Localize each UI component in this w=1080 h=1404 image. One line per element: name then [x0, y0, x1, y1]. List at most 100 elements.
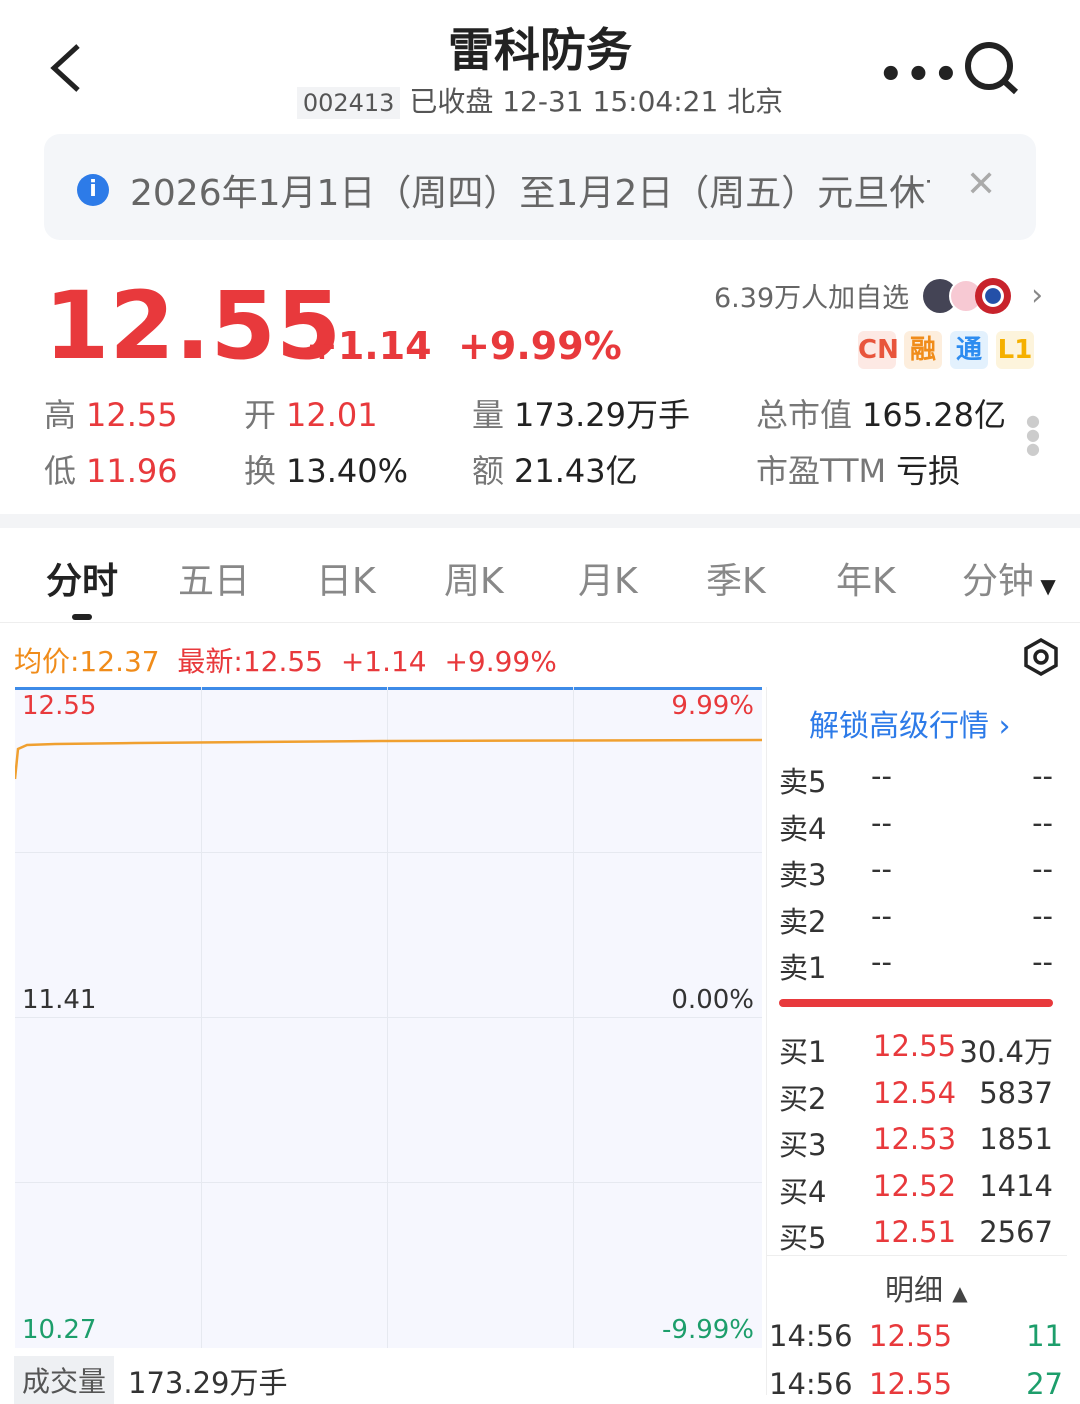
trade-time: 14:56 — [769, 1367, 853, 1401]
followers-count: 6.39万人加自选 — [714, 283, 910, 314]
stat-item: 换 13.40% — [244, 446, 408, 492]
order-price: 12.51 — [873, 1215, 957, 1249]
current-price: 12.55 — [44, 272, 342, 381]
more-stats-handle[interactable]: ● ● ● — [1026, 411, 1040, 458]
more-icon: ••• — [878, 52, 961, 98]
trade-price: 12.55 — [869, 1319, 953, 1353]
order-level: 卖3 — [779, 858, 827, 892]
chevron-right-icon: › — [1031, 278, 1044, 313]
stat-value: 亏损 — [896, 452, 961, 490]
stat-value: 165.28亿 — [862, 396, 1006, 434]
stock-name: 雷科防务 — [448, 23, 632, 77]
stock-code: 002413 — [296, 87, 401, 119]
order-book: 解锁高级行情 › 卖5 -- -- 卖4 -- -- 卖3 -- -- 卖2 -- -- 卖1 -- -- … — [766, 687, 1067, 1401]
close-icon: ✕ — [966, 164, 997, 205]
stat-item: 低 11.96 — [44, 446, 178, 492]
trade-volume: 11 — [1026, 1319, 1063, 1353]
order-volume: -- — [1032, 759, 1053, 793]
order-price: -- — [871, 805, 892, 840]
more-button[interactable]: ••• — [878, 52, 961, 98]
intraday-chart[interactable]: 12.55 9.99% 11.41 0.00% 10.27 -9.99% — [15, 687, 762, 1348]
stat-label: 换 — [244, 452, 277, 490]
order-row: 买4 12.52 1414 — [779, 1169, 1053, 1211]
chevron-left-icon — [50, 44, 80, 92]
holiday-notice[interactable]: i 2026年1月1日（周四）至1月2日（周五）元旦休市 ✕ — [44, 134, 1036, 240]
section-divider — [0, 514, 1080, 528]
trade-price: 12.55 — [869, 1367, 953, 1401]
order-price: 12.52 — [873, 1168, 957, 1203]
chevron-right-icon: › — [998, 709, 1011, 744]
order-volume: 5837 — [979, 1075, 1053, 1110]
tab-6[interactable]: 年K — [836, 552, 896, 604]
tab-4[interactable]: 月K — [578, 552, 638, 604]
back-button[interactable] — [48, 40, 88, 96]
chart-settings-button[interactable] — [1022, 637, 1060, 680]
stat-value: 11.96 — [86, 452, 178, 490]
close-notice-button[interactable]: ✕ — [966, 164, 996, 205]
stat-item: 开 12.01 — [244, 390, 378, 436]
order-row: 买2 12.54 5837 — [779, 1076, 1053, 1118]
order-level: 买5 — [779, 1221, 827, 1255]
stat-value: 13.40% — [286, 452, 409, 490]
badge-1: 融 — [904, 331, 942, 369]
latest-price-label: 最新:12.55 — [177, 645, 323, 678]
followers[interactable]: 6.39万人加自选 › — [714, 276, 1043, 315]
tab-5[interactable]: 季K — [706, 552, 766, 604]
order-price: 12.53 — [873, 1122, 957, 1156]
tab-2[interactable]: 日K — [316, 552, 376, 604]
chart-legend: 均价:12.37 最新:12.55 +1.14 +9.99% — [14, 640, 557, 680]
price-change: +1.14 +9.99% — [306, 324, 622, 368]
settings-icon — [1024, 637, 1058, 677]
volume-value: 173.29万手 — [128, 1366, 288, 1400]
tab-label: 年K — [836, 561, 896, 602]
order-row: 买1 12.55 30.4万 — [779, 1029, 1053, 1071]
tab-7[interactable]: 分钟 ▼ — [962, 552, 1056, 604]
stat-item: 市盈TTM 亏损 — [756, 446, 960, 492]
tab-3[interactable]: 周K — [444, 552, 504, 604]
trade-time: 14:56 — [769, 1319, 853, 1353]
stat-label: 开 — [244, 396, 277, 434]
order-volume: 30.4万 — [959, 1035, 1053, 1069]
stat-label: 高 — [44, 396, 77, 434]
order-row: 卖2 -- -- — [779, 899, 1053, 941]
trade-volume: 27 — [1026, 1367, 1063, 1401]
detail-toggle[interactable]: 明细 ▲ — [885, 1267, 968, 1309]
tab-1[interactable]: 五日 — [178, 552, 250, 604]
search-icon — [965, 42, 1019, 95]
order-volume: 1851 — [979, 1122, 1053, 1156]
info-icon: i — [77, 174, 109, 206]
order-level: 卖2 — [779, 904, 827, 939]
caret-down-icon: ▼ — [1034, 574, 1056, 598]
stat-value: 21.43亿 — [514, 452, 638, 490]
bid-ask-ratio-bar — [779, 999, 1053, 1007]
order-level: 买4 — [779, 1174, 827, 1209]
order-price: -- — [871, 852, 892, 886]
market-status: 已收盘 12-31 15:04:21 北京 — [409, 85, 784, 118]
order-row: 卖1 -- -- — [779, 945, 1053, 987]
trade-row: 14:56 12.55 27 — [769, 1367, 1063, 1401]
order-volume: 1414 — [979, 1168, 1053, 1203]
stat-label: 低 — [44, 452, 77, 490]
order-volume: 2567 — [979, 1215, 1053, 1249]
tab-label: 分钟 — [962, 561, 1035, 602]
order-row: 买3 12.53 1851 — [779, 1122, 1053, 1164]
order-price: 12.55 — [873, 1029, 957, 1063]
order-price: -- — [871, 759, 892, 793]
tab-label: 日K — [316, 561, 376, 602]
unlock-advanced-button[interactable]: 解锁高级行情 › — [809, 701, 1011, 745]
trade-row: 14:56 12.55 11 — [769, 1319, 1063, 1353]
avg-price-label: 均价:12.37 — [14, 645, 160, 678]
badge-2: 通 — [950, 331, 988, 369]
triangle-up-icon: ▲ — [952, 1281, 968, 1305]
search-button[interactable] — [962, 40, 1022, 100]
tab-0[interactable]: 分时 — [46, 552, 118, 604]
order-level: 卖1 — [779, 951, 827, 985]
unlock-label: 解锁高级行情 — [809, 709, 989, 744]
stat-item: 额 21.43亿 — [472, 446, 638, 492]
change-pct: +9.99% — [458, 324, 622, 368]
stats-grid: 高 12.55 开 12.01 量 173.29万手 总市值 165.28亿低 11.96 换 13… — [44, 390, 1044, 490]
volume-tab[interactable]: 成交量 — [14, 1356, 115, 1404]
detail-label: 明细 — [885, 1273, 944, 1307]
order-level: 买1 — [779, 1035, 827, 1069]
order-price: 12.54 — [873, 1075, 957, 1110]
